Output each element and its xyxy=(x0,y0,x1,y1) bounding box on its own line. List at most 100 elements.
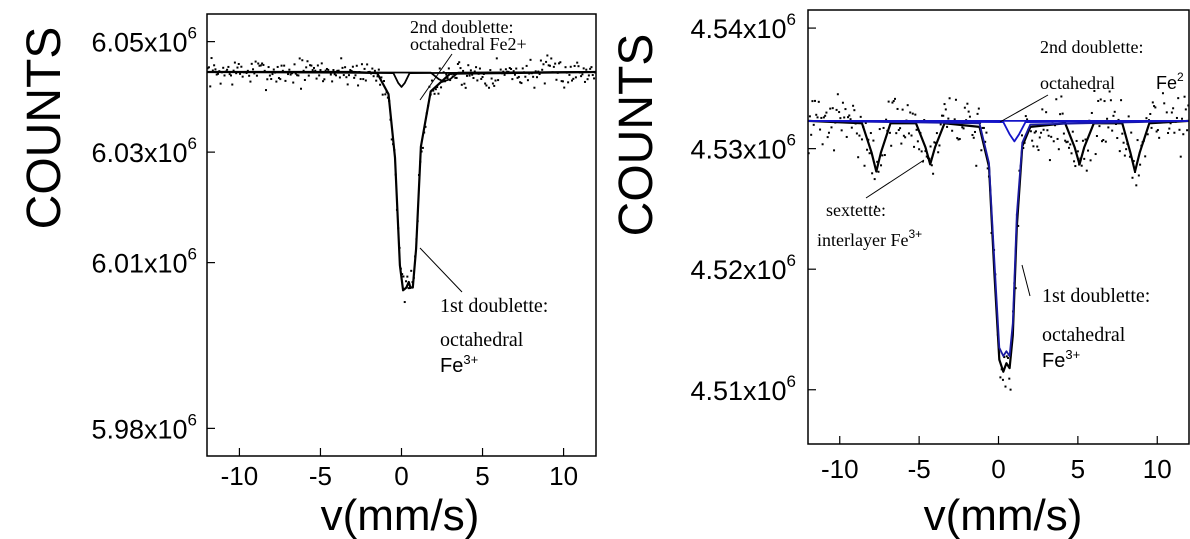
annotation-leader xyxy=(1021,264,1031,297)
data-point xyxy=(1045,111,1048,114)
data-point xyxy=(283,64,286,67)
data-point xyxy=(213,64,216,67)
data-point xyxy=(816,116,819,119)
data-point xyxy=(951,129,954,132)
data-point xyxy=(1132,160,1135,163)
data-point xyxy=(980,149,983,152)
data-point xyxy=(276,65,279,68)
data-point xyxy=(340,57,343,60)
data-point xyxy=(961,126,964,129)
fit-curves-left xyxy=(206,70,597,292)
data-point xyxy=(554,62,557,65)
data-point xyxy=(390,138,393,141)
data-point xyxy=(1127,115,1130,118)
data-point xyxy=(576,61,579,64)
data-point xyxy=(333,73,336,76)
data-point xyxy=(287,73,290,76)
data-point xyxy=(494,79,497,82)
data-point xyxy=(1057,148,1060,151)
data-point xyxy=(207,66,210,69)
data-point xyxy=(890,144,893,147)
data-point xyxy=(1094,153,1097,156)
data-point xyxy=(227,65,230,68)
data-point xyxy=(219,82,222,85)
data-point xyxy=(459,67,462,70)
data-point xyxy=(893,97,896,100)
data-point xyxy=(817,100,820,103)
x-axis-label-left: v(mm/s) xyxy=(321,491,480,539)
data-point xyxy=(312,66,315,69)
data-point xyxy=(515,67,518,70)
data-point xyxy=(472,77,475,80)
data-point xyxy=(406,275,409,278)
data-point xyxy=(264,89,267,92)
data-point xyxy=(410,269,413,272)
y-tick-label: 4.53x106 xyxy=(690,131,796,165)
data-point xyxy=(363,67,366,70)
data-point xyxy=(866,148,869,151)
annotation-text: sextette: xyxy=(826,200,886,220)
data-point xyxy=(1038,136,1041,139)
data-point xyxy=(896,107,899,110)
data-point xyxy=(332,69,335,72)
data-point xyxy=(323,78,326,81)
data-point xyxy=(504,68,507,71)
data-point xyxy=(344,66,347,69)
data-point xyxy=(825,111,828,114)
data-point xyxy=(372,75,375,78)
data-point xyxy=(433,92,436,95)
y-tick-label: 6.01x106 xyxy=(91,245,197,279)
data-point xyxy=(947,117,950,120)
data-point xyxy=(306,60,309,63)
data-point xyxy=(1047,134,1050,137)
data-point xyxy=(1017,224,1020,227)
data-point xyxy=(574,76,577,79)
data-point xyxy=(357,84,360,87)
data-point xyxy=(593,77,596,80)
data-point xyxy=(380,76,383,79)
data-point xyxy=(985,131,988,134)
data-point xyxy=(839,117,842,120)
data-point xyxy=(209,85,212,88)
data-point xyxy=(1182,133,1185,136)
data-point xyxy=(1161,92,1164,95)
fit-curves-right xyxy=(807,119,1190,373)
data-point xyxy=(1031,139,1034,142)
data-point xyxy=(940,114,943,117)
x-tick-label: -10 xyxy=(821,454,859,484)
data-point xyxy=(341,66,344,69)
data-point xyxy=(564,66,567,69)
data-point xyxy=(480,77,483,80)
data-point xyxy=(1073,160,1076,163)
data-point xyxy=(267,66,270,69)
data-point xyxy=(311,69,314,72)
data-point xyxy=(874,205,877,208)
data-point xyxy=(373,69,376,72)
data-point xyxy=(529,58,532,61)
data-point xyxy=(567,81,570,84)
annotation-text: Fe3+ xyxy=(1042,347,1080,372)
x-tick-label: -10 xyxy=(221,461,259,491)
data-point xyxy=(946,125,949,128)
data-point xyxy=(548,64,551,67)
data-point xyxy=(347,74,350,77)
data-point xyxy=(240,65,243,68)
data-point xyxy=(1178,128,1181,131)
data-point xyxy=(876,160,879,163)
data-point xyxy=(895,132,898,135)
data-point xyxy=(1056,137,1059,140)
data-point xyxy=(1097,99,1100,102)
data-point xyxy=(1163,102,1166,105)
data-point xyxy=(981,126,984,129)
data-point xyxy=(1081,139,1084,142)
data-point xyxy=(270,78,273,81)
data-point xyxy=(1183,95,1186,98)
data-point xyxy=(336,69,339,72)
data-point xyxy=(473,70,476,73)
data-point xyxy=(235,72,238,75)
x-tick-label: -5 xyxy=(309,461,332,491)
annotation-text: octahedral xyxy=(1040,73,1115,93)
data-point xyxy=(1040,131,1043,134)
data-point xyxy=(840,129,843,132)
data-point xyxy=(887,100,890,103)
